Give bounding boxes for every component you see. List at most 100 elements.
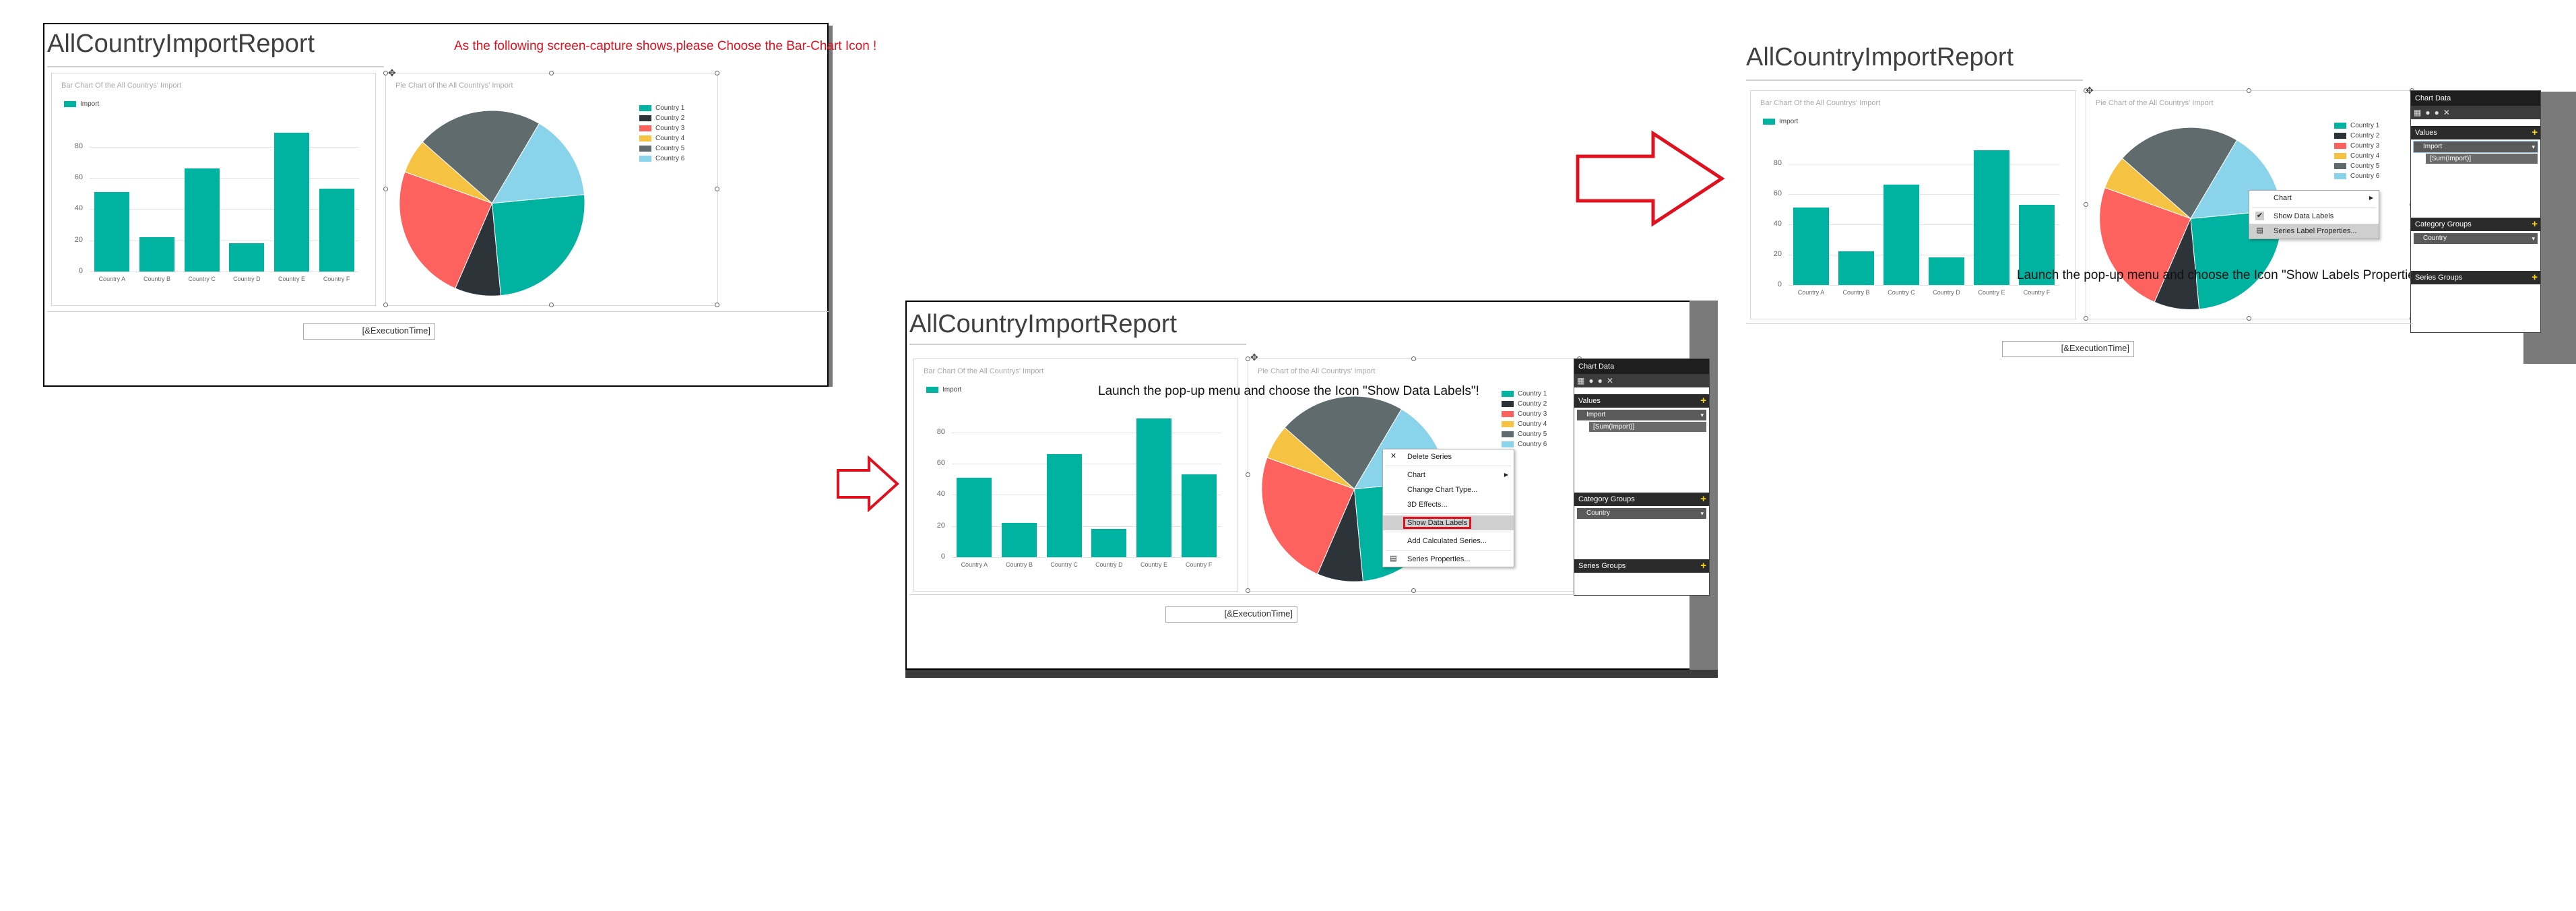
up-icon[interactable]: ● [2425,108,2430,117]
bar[interactable] [139,237,174,272]
bar[interactable] [1002,523,1037,557]
bar[interactable] [1883,185,1919,285]
resize-handle[interactable] [2084,88,2088,93]
chevron-down-icon[interactable]: ▾ [1700,510,1704,517]
legend-swatch [639,125,651,131]
bar[interactable] [1136,418,1171,557]
gridline [90,178,359,179]
menu-item-delete-series[interactable]: ✕ Delete Series [1390,452,1452,461]
pie-slice[interactable] [2121,127,2238,220]
bar[interactable] [184,168,220,272]
chevron-down-icon[interactable]: ▾ [2532,235,2535,242]
up-icon[interactable]: ● [1588,376,1594,385]
resize-handle[interactable] [715,187,719,191]
chevron-down-icon[interactable]: ▾ [2532,144,2535,150]
bar[interactable] [1091,529,1127,557]
menu-item-3d-effects[interactable]: 3D Effects... [1407,501,1448,509]
chevron-down-icon[interactable]: ▾ [1700,412,1704,418]
pie-slice[interactable] [399,171,493,289]
delete-icon[interactable]: ✕ [1606,376,1613,385]
pie-slice[interactable] [422,110,540,204]
execution-time-textbox[interactable]: [&ExecutionTime] [303,323,435,340]
add-icon[interactable]: + [1700,395,1706,406]
arrow-2-icon [1576,130,1725,227]
add-icon[interactable]: + [2532,218,2538,230]
bar-chart[interactable]: Bar Chart Of the All Countrys' Import Imp… [51,73,376,306]
bar[interactable] [94,191,130,272]
pie-slice[interactable] [1261,457,1355,575]
values-item[interactable]: Import ▾ [1577,410,1706,420]
menu-item-show-data-labels[interactable]: Show Data Labels [1383,515,1514,530]
delete-icon[interactable]: ✕ [2443,108,2450,117]
bar-chart[interactable]: Bar Chart Of the All Countrys' Import Imp… [913,358,1238,592]
resize-handle[interactable] [1246,588,1250,593]
execution-time-textbox[interactable]: [&ExecutionTime] [1165,606,1297,623]
category-item[interactable]: Country ▾ [1577,508,1706,519]
legend-swatch [2334,133,2346,139]
grid-icon[interactable]: ▦ [2414,108,2422,117]
x-tick-label: Country A [961,561,988,568]
pie-plot[interactable] [386,73,717,305]
gridline [1789,193,2059,195]
menu-item-show-data-labels[interactable]: ✔ Show Data Labels [2255,212,2334,220]
bar[interactable] [1929,257,1964,285]
menu-item-chart[interactable]: Chart ▶ [1383,468,1514,482]
bar[interactable] [1838,251,1874,285]
pie-slice[interactable] [1284,396,1403,490]
bar[interactable] [957,477,992,557]
resize-handle[interactable] [383,187,388,191]
legend-swatch [1502,431,1514,437]
menu-item-chart[interactable]: Chart ▶ [2249,191,2379,206]
bar[interactable] [229,243,265,272]
pie-slice[interactable] [2099,187,2191,303]
pie-slice[interactable] [491,194,585,296]
menu-item-add-calculated-series[interactable]: Add Calculated Series... [1407,537,1487,545]
resize-handle[interactable] [2084,202,2088,207]
down-icon[interactable]: ● [2434,108,2439,117]
legend-label: Country 6 [655,155,685,162]
move-handle-icon[interactable]: ✥ [388,67,396,78]
resize-handle[interactable] [549,71,554,75]
bar[interactable] [1046,454,1082,557]
move-handle-icon[interactable]: ✥ [2086,85,2094,96]
add-icon[interactable]: + [1700,493,1706,505]
resize-handle[interactable] [2247,316,2251,321]
bar[interactable] [1793,208,1829,285]
resize-handle[interactable] [1246,472,1250,477]
menu-item-series-label-properties[interactable]: ▤ Series Label Properties... [2249,224,2379,239]
category-item[interactable]: Country ▾ [2414,233,2538,244]
pie-slice[interactable] [491,123,585,204]
legend-item: Country 1 [1502,389,1547,399]
move-handle-icon[interactable]: ✥ [1250,352,1258,363]
add-icon[interactable]: + [2532,127,2538,138]
grid-icon[interactable]: ▦ [1577,376,1585,385]
values-item[interactable]: Import ▾ [2413,141,2538,153]
resize-handle[interactable] [2247,88,2251,93]
resize-handle[interactable] [549,303,554,307]
bar[interactable] [1181,474,1217,557]
resize-handle[interactable] [383,71,388,75]
add-icon[interactable]: + [2532,272,2538,283]
add-icon[interactable]: + [1700,560,1706,571]
resize-handle[interactable] [715,71,719,75]
values-section: Values + [2411,126,2540,139]
execution-time-textbox[interactable]: [&ExecutionTime] [2002,341,2134,357]
menu-item-change-chart-type[interactable]: Change Chart Type... [1407,486,1478,494]
resize-handle[interactable] [1246,356,1250,361]
resize-handle[interactable] [1411,588,1416,593]
down-icon[interactable]: ● [1597,376,1603,385]
pie-chart[interactable]: Pie Chart of the All Countrys' Import Cou… [383,71,719,307]
y-tick-label: 80 [74,142,83,150]
legend-swatch [639,146,651,152]
bar[interactable] [2019,204,2055,285]
bar-chart[interactable]: Bar Chart Of the All Countrys' Import Imp… [1750,90,2076,319]
resize-handle[interactable] [1411,356,1416,361]
bar[interactable] [319,189,354,272]
chart-data-toolbar: ▦ ● ● ✕ [2411,106,2540,119]
bar[interactable] [1974,150,2009,285]
bar[interactable] [274,132,309,272]
resize-handle[interactable] [715,303,719,307]
resize-handle[interactable] [383,303,388,307]
menu-item-series-properties[interactable]: ▤ Series Properties... [1390,555,1471,563]
resize-handle[interactable] [2084,316,2088,321]
